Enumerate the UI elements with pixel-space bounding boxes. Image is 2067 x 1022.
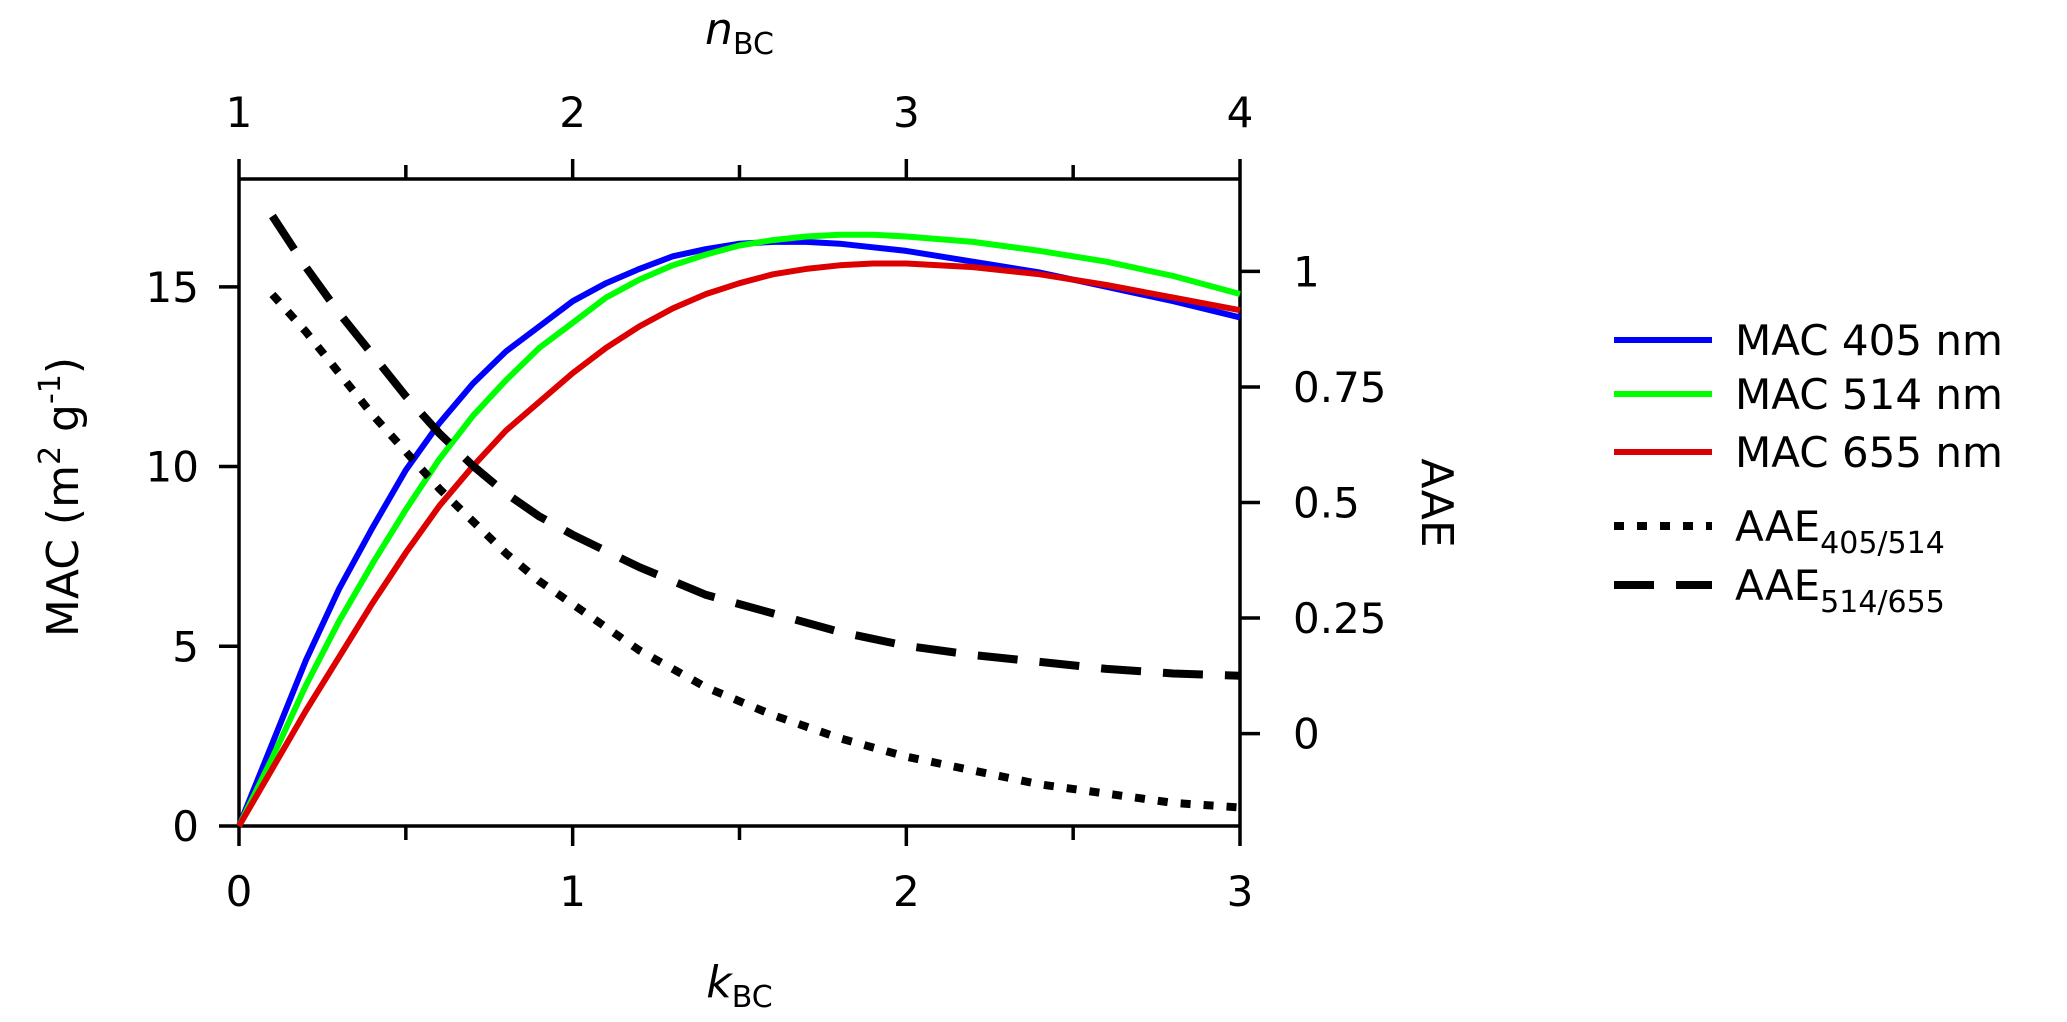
x-top-tick-label: 4 xyxy=(1227,88,1254,137)
series-line-2 xyxy=(236,260,1241,828)
series-line-3 xyxy=(269,291,1241,812)
x-bottom-tick-label: 1 xyxy=(559,867,586,916)
legend: MAC 405 nm MAC 514 nm MAC 655 nm AAE405/514… xyxy=(1614,316,2003,620)
x-bottom-tick-label: 3 xyxy=(1227,867,1254,916)
legend-label-0: MAC 405 nm xyxy=(1735,316,2003,365)
y-right-tick-label: 0.25 xyxy=(1293,594,1387,643)
x-bottom-tick-label: 2 xyxy=(893,867,920,916)
y-right-tick-label: 1 xyxy=(1293,247,1320,296)
x-top-tick-label: 2 xyxy=(559,88,586,137)
x-top-axis-label-sub: BC xyxy=(733,27,774,62)
x-top-axis-label: nBC xyxy=(705,4,774,62)
y-left-label-sup2: -1 xyxy=(33,374,68,404)
legend-label-main: AAE xyxy=(1735,502,1820,551)
x-top-tick-label: 3 xyxy=(893,88,920,137)
series-line-1 xyxy=(236,231,1241,828)
legend-label-2: MAC 655 nm xyxy=(1735,428,2003,477)
y-right-tick-label: 0 xyxy=(1293,710,1320,759)
x-bottom-axis-label-main: k xyxy=(706,957,733,1008)
series-line-0 xyxy=(236,238,1241,828)
y-left-tick-label: 10 xyxy=(146,443,199,492)
y-left-tick-label: 5 xyxy=(172,622,199,671)
x-bottom-axis-label: kBC xyxy=(706,957,773,1015)
y-left-tick-label: 15 xyxy=(146,263,199,312)
legend-label-sub: 405/514 xyxy=(1820,526,1945,561)
y-right-axis-label-group: AAE xyxy=(1411,458,1462,547)
x-bottom-tick-label: 0 xyxy=(226,867,253,916)
x-top-axis-label-main: n xyxy=(705,4,733,55)
legend-label-sub: 514/655 xyxy=(1820,585,1945,620)
y-left-label-mid: g xyxy=(38,404,89,446)
y-right-axis-label: AAE xyxy=(1411,458,1462,547)
y-left-label-sup1: 2 xyxy=(33,446,68,465)
series-layer xyxy=(236,213,1241,828)
y-left-axis-label: MAC (m2 g-1) xyxy=(33,357,89,637)
legend-label-3: AAE405/514 xyxy=(1735,502,1945,561)
y-right-tick-label: 0.5 xyxy=(1293,479,1360,528)
legend-label-1: MAC 514 nm xyxy=(1735,370,2003,419)
y-left-axis-label-group: MAC (m2 g-1) xyxy=(33,357,89,637)
x-bottom-axis-label-sub: BC xyxy=(732,980,773,1015)
legend-label-4: AAE514/655 xyxy=(1735,561,1945,620)
y-right-tick-label: 0.75 xyxy=(1293,363,1387,412)
y-left-label-prefix: MAC (m xyxy=(38,465,89,637)
legend-label-main: AAE xyxy=(1735,561,1820,610)
y-left-tick-label: 0 xyxy=(172,802,199,851)
x-top-tick-label: 1 xyxy=(226,88,253,137)
y-left-label-suffix: ) xyxy=(38,357,89,374)
